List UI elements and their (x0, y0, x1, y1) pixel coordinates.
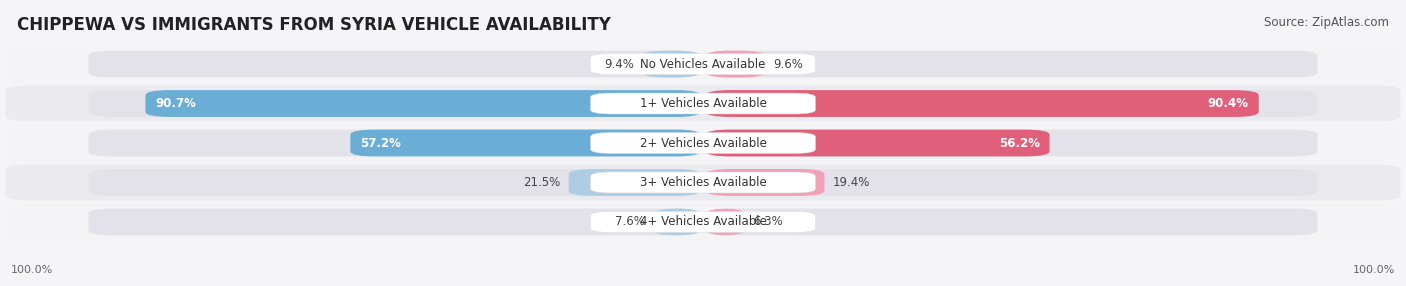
Text: 3+ Vehicles Available: 3+ Vehicles Available (640, 176, 766, 189)
Text: 7.6%: 7.6% (616, 215, 645, 229)
Text: 57.2%: 57.2% (360, 136, 401, 150)
Text: No Vehicles Available: No Vehicles Available (640, 57, 766, 71)
Text: 9.4%: 9.4% (605, 57, 634, 71)
Text: 4+ Vehicles Available: 4+ Vehicles Available (640, 215, 766, 229)
Text: 9.6%: 9.6% (773, 57, 803, 71)
Text: CHIPPEWA VS IMMIGRANTS FROM SYRIA VEHICLE AVAILABILITY: CHIPPEWA VS IMMIGRANTS FROM SYRIA VEHICL… (17, 16, 610, 34)
Text: 21.5%: 21.5% (523, 176, 560, 189)
Text: 6.3%: 6.3% (752, 215, 783, 229)
Text: 19.4%: 19.4% (832, 176, 870, 189)
Text: 100.0%: 100.0% (1353, 265, 1395, 275)
Text: Source: ZipAtlas.com: Source: ZipAtlas.com (1264, 16, 1389, 29)
Text: 2+ Vehicles Available: 2+ Vehicles Available (640, 136, 766, 150)
Text: 90.4%: 90.4% (1208, 97, 1249, 110)
Text: 100.0%: 100.0% (11, 265, 53, 275)
Text: 90.7%: 90.7% (155, 97, 197, 110)
Text: 1+ Vehicles Available: 1+ Vehicles Available (640, 97, 766, 110)
Text: 56.2%: 56.2% (998, 136, 1039, 150)
